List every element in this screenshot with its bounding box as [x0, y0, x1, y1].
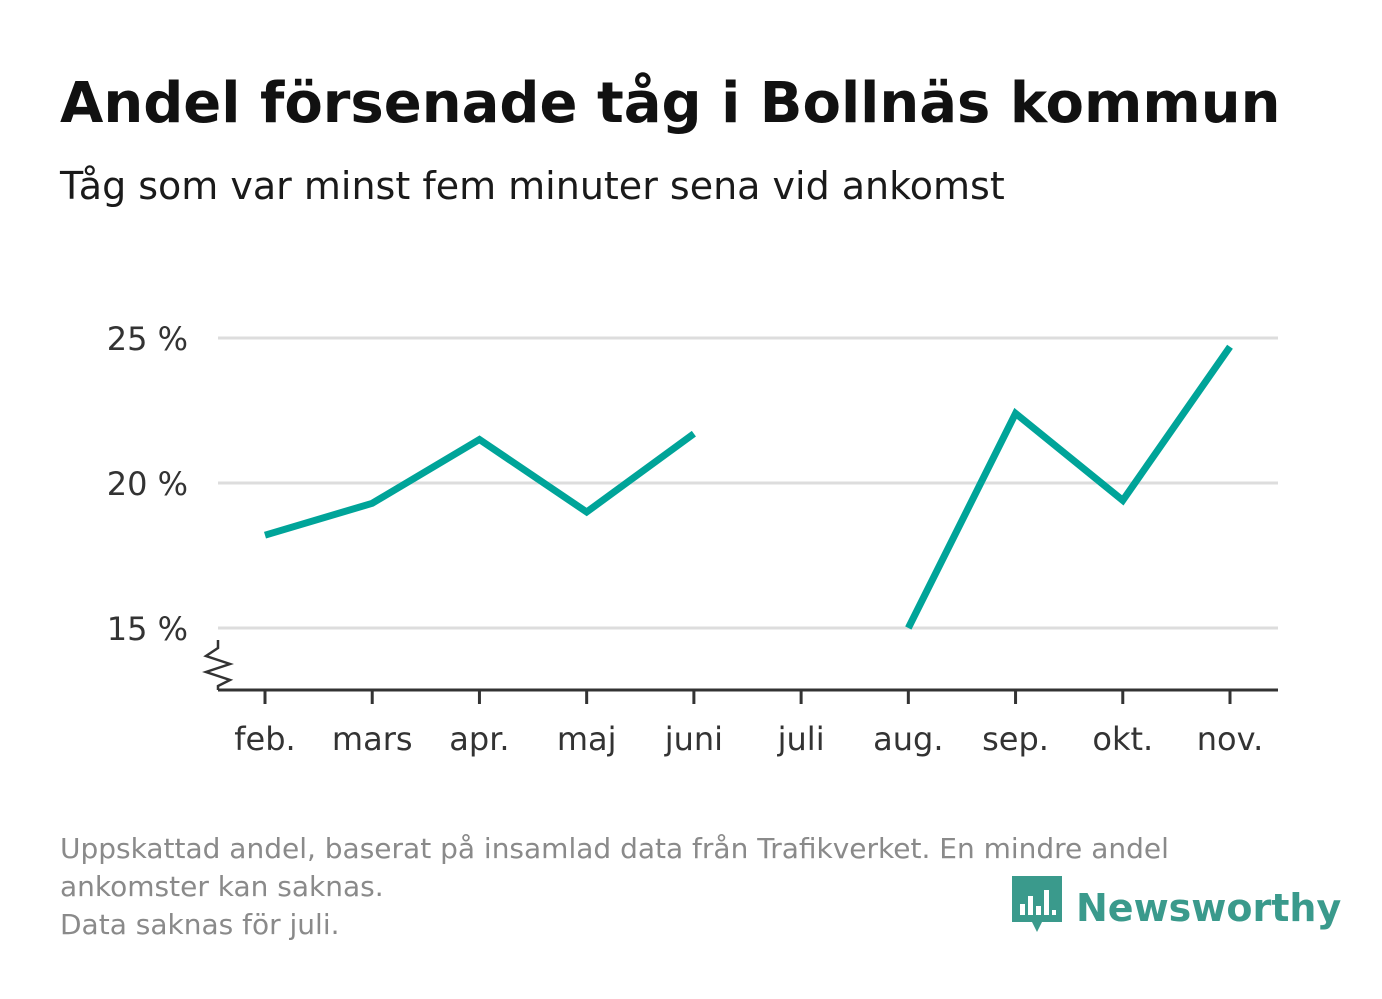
- line-chart: 15 % 20 % 25 % feb. mars apr. maj juni juli aug. s…: [107, 320, 1278, 758]
- gridlines: [218, 336, 1278, 630]
- chart-title: Andel försenade tåg i Bollnäs kommun: [60, 71, 1281, 136]
- footnote-line-1: Uppskattad andel, baserat på insamlad da…: [60, 832, 1169, 865]
- brand: Newsworthy: [1012, 876, 1341, 940]
- series-line-segment-1: [264, 430, 696, 539]
- axis-break-symbol: [202, 640, 234, 690]
- x-tick-label: apr.: [449, 720, 509, 758]
- newsworthy-bar-chart-icon: [1012, 876, 1062, 932]
- data-series: [264, 344, 1233, 630]
- x-tick-label: feb.: [234, 720, 295, 758]
- x-tick-label: sep.: [982, 720, 1049, 758]
- tick-labels: 15 % 20 % 25 % feb. mars apr. maj juni juli aug. s…: [107, 320, 1264, 758]
- x-tick-label: maj: [557, 720, 617, 758]
- x-tick-label: aug.: [873, 720, 943, 758]
- footnote: Uppskattad andel, baserat på insamlad da…: [60, 830, 1320, 944]
- x-tick-label: juli: [777, 720, 825, 758]
- x-axis: [202, 640, 1278, 704]
- chart-subtitle: Tåg som var minst fem minuter sena vid a…: [60, 164, 1005, 208]
- brand-name: Newsworthy: [1076, 886, 1342, 930]
- x-tick-label: nov.: [1197, 720, 1263, 758]
- y-tick-label: 20 %: [107, 465, 188, 503]
- y-tick-label: 15 %: [107, 610, 188, 648]
- x-tick-label: mars: [332, 720, 413, 758]
- series-line-segment-2: [905, 344, 1233, 630]
- x-tick-label: juni: [664, 720, 723, 758]
- y-tick-label: 25 %: [107, 320, 188, 358]
- x-tick-label: okt.: [1092, 720, 1153, 758]
- footnote-line-2: ankomster kan saknas.: [60, 870, 384, 903]
- footnote-line-3: Data saknas för juli.: [60, 908, 340, 941]
